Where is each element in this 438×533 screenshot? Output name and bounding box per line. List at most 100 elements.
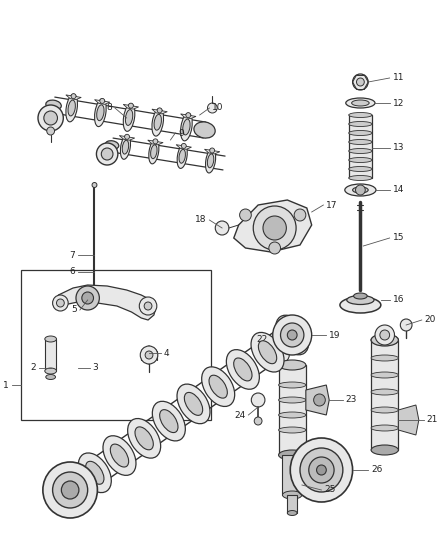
Circle shape bbox=[357, 78, 364, 86]
Ellipse shape bbox=[349, 122, 372, 126]
Ellipse shape bbox=[179, 149, 185, 163]
Circle shape bbox=[82, 292, 93, 304]
Ellipse shape bbox=[371, 407, 399, 413]
Text: 22: 22 bbox=[257, 335, 268, 344]
Ellipse shape bbox=[371, 389, 399, 395]
Ellipse shape bbox=[46, 375, 56, 379]
Circle shape bbox=[76, 286, 99, 310]
Text: 10: 10 bbox=[212, 103, 224, 112]
Ellipse shape bbox=[352, 100, 369, 106]
Ellipse shape bbox=[371, 355, 399, 361]
Ellipse shape bbox=[135, 427, 153, 450]
Circle shape bbox=[186, 112, 191, 118]
Circle shape bbox=[38, 105, 64, 131]
Ellipse shape bbox=[152, 108, 163, 136]
Ellipse shape bbox=[234, 358, 252, 381]
Circle shape bbox=[380, 330, 390, 340]
Text: 14: 14 bbox=[392, 185, 404, 195]
Circle shape bbox=[273, 315, 312, 355]
Ellipse shape bbox=[345, 184, 376, 196]
Ellipse shape bbox=[371, 445, 399, 455]
Ellipse shape bbox=[371, 372, 399, 378]
Circle shape bbox=[269, 242, 280, 254]
Ellipse shape bbox=[283, 324, 301, 346]
Text: 25: 25 bbox=[325, 486, 336, 495]
Ellipse shape bbox=[61, 479, 79, 502]
Ellipse shape bbox=[279, 397, 306, 403]
Circle shape bbox=[279, 331, 286, 339]
Ellipse shape bbox=[184, 392, 203, 415]
Polygon shape bbox=[95, 100, 110, 104]
Circle shape bbox=[44, 111, 57, 125]
Ellipse shape bbox=[149, 140, 159, 164]
Polygon shape bbox=[205, 149, 220, 154]
Text: 19: 19 bbox=[329, 330, 341, 340]
Text: 8: 8 bbox=[106, 103, 112, 112]
Circle shape bbox=[71, 94, 76, 99]
Circle shape bbox=[314, 394, 325, 406]
Ellipse shape bbox=[86, 461, 104, 484]
Text: 3: 3 bbox=[92, 364, 98, 373]
Circle shape bbox=[144, 302, 152, 310]
Circle shape bbox=[96, 143, 118, 165]
Circle shape bbox=[145, 351, 153, 359]
Circle shape bbox=[208, 103, 217, 113]
Circle shape bbox=[53, 472, 88, 508]
Ellipse shape bbox=[66, 94, 78, 122]
Ellipse shape bbox=[205, 149, 215, 173]
Polygon shape bbox=[152, 109, 167, 114]
Circle shape bbox=[280, 323, 304, 347]
Ellipse shape bbox=[279, 360, 306, 370]
Polygon shape bbox=[148, 140, 163, 145]
Ellipse shape bbox=[347, 295, 374, 304]
Ellipse shape bbox=[349, 166, 372, 172]
Circle shape bbox=[400, 319, 412, 331]
Polygon shape bbox=[180, 114, 196, 119]
Circle shape bbox=[300, 448, 343, 492]
Bar bbox=[279, 365, 306, 455]
Ellipse shape bbox=[371, 334, 399, 346]
Circle shape bbox=[253, 206, 296, 250]
Polygon shape bbox=[176, 144, 191, 149]
Circle shape bbox=[317, 465, 326, 475]
Polygon shape bbox=[53, 285, 156, 320]
Text: 24: 24 bbox=[234, 410, 245, 419]
Bar bbox=[349, 115, 372, 178]
Circle shape bbox=[263, 216, 286, 240]
Circle shape bbox=[53, 295, 68, 311]
Text: 9: 9 bbox=[178, 128, 184, 138]
Ellipse shape bbox=[120, 135, 131, 159]
Ellipse shape bbox=[283, 491, 302, 499]
Ellipse shape bbox=[45, 368, 57, 374]
Circle shape bbox=[57, 299, 64, 307]
Circle shape bbox=[139, 297, 157, 315]
Ellipse shape bbox=[346, 98, 375, 108]
Ellipse shape bbox=[97, 105, 104, 120]
Polygon shape bbox=[123, 104, 138, 109]
Circle shape bbox=[181, 143, 186, 148]
Circle shape bbox=[100, 99, 105, 103]
Ellipse shape bbox=[103, 436, 136, 475]
Text: 21: 21 bbox=[427, 416, 438, 424]
Text: 1: 1 bbox=[3, 381, 9, 390]
Ellipse shape bbox=[371, 425, 399, 431]
Ellipse shape bbox=[68, 100, 75, 116]
Ellipse shape bbox=[276, 315, 309, 355]
Ellipse shape bbox=[349, 175, 372, 181]
Ellipse shape bbox=[105, 141, 119, 149]
Text: 11: 11 bbox=[392, 74, 404, 83]
Ellipse shape bbox=[251, 333, 284, 372]
Circle shape bbox=[128, 103, 133, 108]
Text: 2: 2 bbox=[30, 364, 36, 373]
Ellipse shape bbox=[353, 293, 367, 299]
Ellipse shape bbox=[279, 382, 306, 388]
Ellipse shape bbox=[46, 100, 61, 110]
Circle shape bbox=[43, 462, 97, 518]
Circle shape bbox=[92, 293, 97, 297]
Text: 18: 18 bbox=[195, 215, 206, 224]
Ellipse shape bbox=[122, 140, 129, 154]
Ellipse shape bbox=[177, 384, 210, 424]
Ellipse shape bbox=[371, 335, 399, 345]
Ellipse shape bbox=[127, 418, 161, 458]
Ellipse shape bbox=[125, 110, 133, 125]
